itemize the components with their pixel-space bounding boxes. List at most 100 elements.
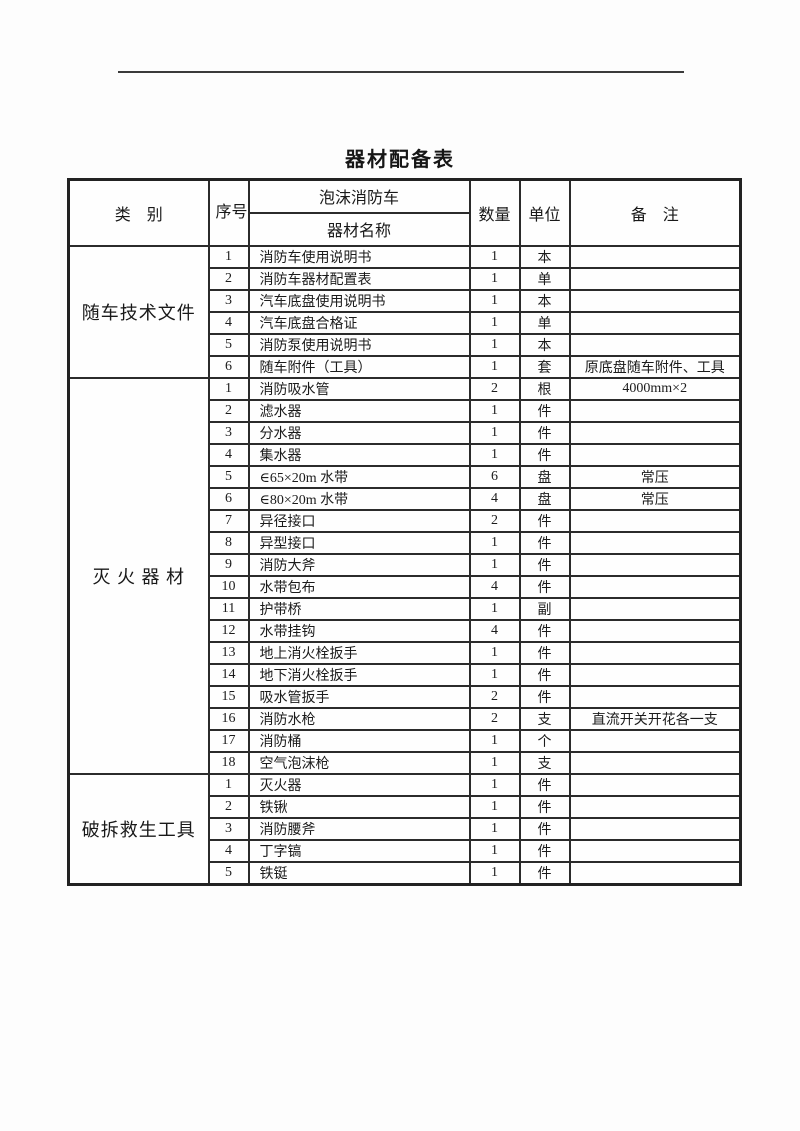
unit-cell: 件: [518, 816, 571, 841]
remark-cell: [568, 552, 742, 577]
page-header-rule: [118, 71, 684, 73]
unit-cell: 单: [518, 310, 571, 335]
serial-cell: 2: [207, 398, 250, 423]
remark-cell: [568, 266, 742, 291]
quantity-cell: 1: [468, 728, 521, 753]
unit-cell: 副: [518, 596, 571, 621]
header-unit: 单位: [518, 178, 571, 247]
name-cell: 水带包布: [247, 574, 471, 599]
table-row: 5 消防泵使用说明书 1 本: [69, 332, 742, 357]
unit-cell: 件: [518, 662, 571, 687]
unit-cell: 件: [518, 420, 571, 445]
table-row: 14 地下消火栓扳手 1 件: [69, 662, 742, 687]
name-cell: 消防泵使用说明书: [247, 332, 471, 357]
remark-cell: [568, 530, 742, 555]
unit-cell: 件: [518, 794, 571, 819]
remark-cell: 4000mm×2: [568, 376, 742, 401]
quantity-cell: 1: [468, 596, 521, 621]
quantity-cell: 1: [468, 794, 521, 819]
table-row: 3 汽车底盘使用说明书 1 本: [69, 288, 742, 313]
name-cell: 地下消火栓扳手: [247, 662, 471, 687]
name-cell: 消防腰斧: [247, 816, 471, 841]
unit-cell: 支: [518, 706, 571, 731]
quantity-cell: 1: [468, 860, 521, 885]
unit-cell: 件: [518, 552, 571, 577]
serial-cell: 1: [207, 772, 250, 797]
header-category: 类 别: [67, 178, 210, 247]
unit-cell: 件: [518, 574, 571, 599]
equipment-table: 类 别 序号 泡沫消防车 数量 单位 备 注 器材名称 随车技术文件 1 消防车使用…: [67, 178, 742, 886]
remark-cell: [568, 728, 742, 753]
quantity-cell: 4: [468, 486, 521, 511]
unit-cell: 盘: [518, 464, 571, 489]
serial-cell: 10: [207, 574, 250, 599]
table-row: 3 消防腰斧 1 件: [69, 816, 742, 841]
quantity-cell: 1: [468, 420, 521, 445]
remark-cell: [568, 640, 742, 665]
header-equipment-name: 器材名称: [247, 211, 471, 247]
remark-cell: 直流开关开花各一支: [568, 706, 742, 731]
serial-cell: 16: [207, 706, 250, 731]
quantity-cell: 1: [468, 310, 521, 335]
unit-cell: 根: [518, 376, 571, 401]
equipment-table-body: 随车技术文件 1 消防车使用说明书 1 本 2 消防车器材配置表 1 单 3 汽车底盘使用说明书 1 本…: [67, 244, 742, 885]
remark-cell: [568, 442, 742, 467]
serial-cell: 9: [207, 552, 250, 577]
name-cell: 分水器: [247, 420, 471, 445]
serial-cell: 13: [207, 640, 250, 665]
unit-cell: 件: [518, 772, 571, 797]
remark-cell: [568, 420, 742, 445]
quantity-cell: 2: [468, 706, 521, 731]
unit-cell: 个: [518, 728, 571, 753]
quantity-cell: 1: [468, 332, 521, 357]
table-row: 4 汽车底盘合格证 1 单: [69, 310, 742, 335]
unit-cell: 件: [518, 618, 571, 643]
name-cell: 护带桥: [247, 596, 471, 621]
table-row: 灭 火 器 材 1 消防吸水管 2 根 4000mm×2: [67, 376, 742, 775]
table-row: 10 水带包布 4 件: [69, 574, 742, 599]
quantity-cell: 2: [468, 684, 521, 709]
quantity-cell: 1: [468, 816, 521, 841]
table-row: 随车技术文件 1 消防车使用说明书 1 本: [67, 244, 742, 379]
table-row: 4 集水器 1 件: [69, 442, 742, 467]
unit-cell: 件: [518, 860, 571, 885]
table-row: 18 空气泡沫枪 1 支: [69, 750, 742, 775]
remark-cell: [568, 750, 742, 775]
serial-cell: 5: [207, 464, 250, 489]
remark-cell: [568, 772, 742, 797]
name-cell: 消防水枪: [247, 706, 471, 731]
unit-cell: 件: [518, 442, 571, 467]
name-cell: 消防大斧: [247, 552, 471, 577]
quantity-cell: 1: [468, 398, 521, 423]
quantity-cell: 2: [468, 508, 521, 533]
table-row: 13 地上消火栓扳手 1 件: [69, 640, 742, 665]
quantity-cell: 1: [468, 838, 521, 863]
header-quantity: 数量: [468, 178, 521, 247]
table-row: 3 分水器 1 件: [69, 420, 742, 445]
quantity-cell: 1: [468, 552, 521, 577]
quantity-cell: 1: [468, 530, 521, 555]
name-cell: 水带挂钩: [247, 618, 471, 643]
serial-cell: 12: [207, 618, 250, 643]
serial-cell: 1: [207, 376, 250, 401]
remark-cell: 原底盘随车附件、工具: [568, 354, 742, 379]
serial-cell: 15: [207, 684, 250, 709]
remark-cell: [568, 288, 742, 313]
name-cell: 地上消火栓扳手: [247, 640, 471, 665]
quantity-cell: 4: [468, 618, 521, 643]
remark-cell: 常压: [568, 464, 742, 489]
name-cell: 消防车器材配置表: [247, 266, 471, 291]
remark-cell: [568, 860, 742, 885]
serial-cell: 1: [207, 244, 250, 269]
quantity-cell: 6: [468, 464, 521, 489]
serial-cell: 5: [207, 860, 250, 885]
serial-cell: 3: [207, 420, 250, 445]
table-row: 11 护带桥 1 副: [69, 596, 742, 621]
serial-cell: 5: [207, 332, 250, 357]
serial-cell: 8: [207, 530, 250, 555]
unit-cell: 单: [518, 266, 571, 291]
header-remarks: 备 注: [568, 178, 742, 247]
header-vehicle-type: 泡沫消防车: [247, 178, 471, 214]
table-row: 2 消防车器材配置表 1 单: [69, 266, 742, 291]
name-cell: 铁铤: [247, 860, 471, 885]
